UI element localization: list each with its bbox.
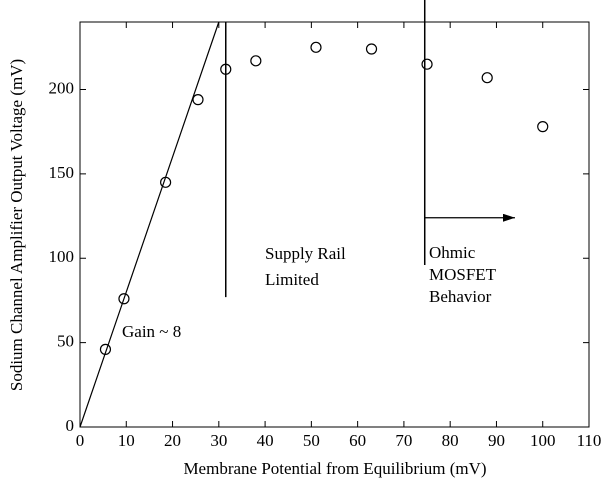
data-point: [365, 43, 378, 55]
y-axis-label: Sodium Channel Amplifier Output Voltage …: [7, 59, 26, 391]
data-point: [421, 58, 433, 70]
y-tick-label: 0: [66, 416, 75, 435]
data-point: [118, 293, 130, 305]
annotation: Limited: [265, 270, 319, 289]
x-axis-label: Membrane Potential from Equilibrium (mV): [183, 459, 486, 478]
x-tick-label: 90: [488, 431, 505, 450]
data-point: [481, 72, 493, 84]
data-point: [250, 55, 262, 67]
y-tick-label: 50: [57, 332, 74, 351]
x-tick-label: 40: [257, 431, 274, 450]
fit-line: [79, 21, 220, 428]
x-tick-label: 70: [395, 431, 412, 450]
annotation: MOSFET: [429, 265, 497, 284]
x-tick-label: 60: [349, 431, 366, 450]
x-tick-label: 30: [210, 431, 227, 450]
annotation: Behavior: [429, 287, 492, 306]
x-tick-label: 100: [530, 431, 556, 450]
x-tick-label: 50: [303, 431, 320, 450]
x-tick-label: 10: [118, 431, 135, 450]
x-tick-label: 0: [76, 431, 85, 450]
y-tick-label: 100: [49, 247, 75, 266]
data-point: [310, 41, 322, 53]
x-tick-label: 20: [164, 431, 181, 450]
y-tick-label: 200: [49, 78, 75, 97]
annotation: Supply Rail: [265, 244, 346, 263]
annotation: Ohmic: [429, 243, 476, 262]
plot-frame: [79, 21, 590, 428]
data-point: [537, 121, 549, 133]
data-point: [192, 94, 204, 106]
x-tick-label: 80: [442, 431, 459, 450]
y-tick-label: 150: [49, 163, 75, 182]
x-tick-label: 110: [577, 431, 602, 450]
annotation: Gain ~ 8: [122, 322, 181, 341]
